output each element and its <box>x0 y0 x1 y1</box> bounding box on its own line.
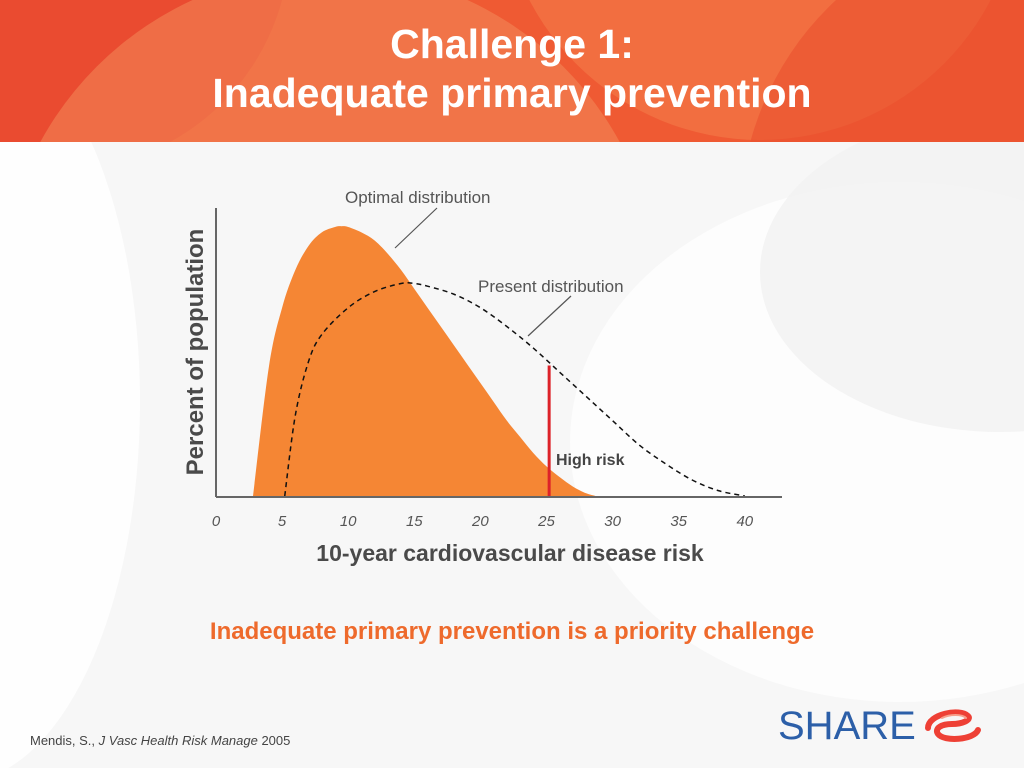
title-line-1: Challenge 1: <box>390 21 634 67</box>
optimal-distribution-area <box>253 226 596 496</box>
page-title: Challenge 1: Inadequate primary preventi… <box>0 20 1024 118</box>
citation-journal: J Vasc Health Risk Manage <box>98 733 258 748</box>
share-logo: SHARE <box>778 703 984 749</box>
x-tick-labels: 0 5 10 15 20 25 30 35 40 <box>212 513 754 530</box>
citation-year: 2005 <box>257 733 291 748</box>
tagline: Inadequate primary prevention is a prior… <box>209 618 815 645</box>
header-banner: Challenge 1: Inadequate primary preventi… <box>0 0 1024 142</box>
present-distribution-label: Present distribution <box>478 277 624 296</box>
citation-author: Mendis, S., <box>30 733 99 748</box>
x-tick-40: 40 <box>736 513 753 530</box>
x-tick-30: 30 <box>604 513 621 530</box>
title-line-2: Inadequate primary prevention <box>212 70 812 116</box>
x-tick-20: 20 <box>471 513 489 530</box>
citation: Mendis, S., J Vasc Health Risk Manage 20… <box>30 733 290 748</box>
x-tick-0: 0 <box>212 513 221 530</box>
x-tick-35: 35 <box>670 513 687 530</box>
y-axis-label: Percent of population <box>182 228 209 476</box>
header-background <box>0 0 1024 142</box>
x-tick-15: 15 <box>406 513 423 530</box>
x-tick-25: 25 <box>537 513 555 530</box>
optimal-leader-line <box>394 207 438 249</box>
high-risk-label: High risk <box>556 452 625 469</box>
present-leader-line <box>527 295 572 337</box>
present-distribution-line <box>284 282 745 497</box>
x-tick-10: 10 <box>340 513 357 530</box>
optimal-distribution-label: Optimal distribution <box>345 188 491 207</box>
logo-text: SHARE <box>778 704 916 748</box>
x-tick-5: 5 <box>278 513 287 530</box>
share-swirl-icon <box>924 709 981 742</box>
x-axis-label: 10-year cardiovascular disease risk <box>316 540 704 566</box>
